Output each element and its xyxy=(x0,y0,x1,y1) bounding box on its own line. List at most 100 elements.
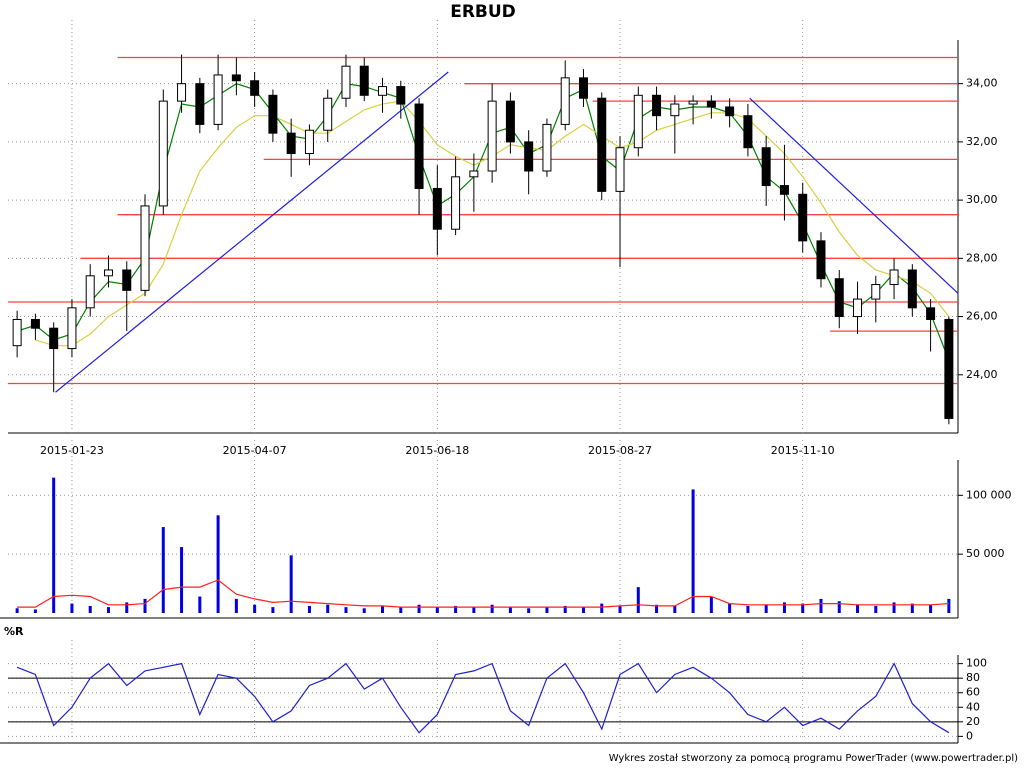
volume-bar xyxy=(106,607,110,613)
candle-body xyxy=(432,187,442,230)
y-tick-label: 24,00 xyxy=(966,368,998,381)
candle-body xyxy=(798,193,808,242)
volume-bar xyxy=(198,596,202,613)
candle-body xyxy=(85,275,95,309)
candle-body xyxy=(158,100,168,207)
candle-body xyxy=(743,115,753,149)
trend-line xyxy=(55,71,449,393)
volume-bar xyxy=(435,607,439,613)
volume-bar xyxy=(216,515,220,613)
candle-body xyxy=(341,65,351,99)
volume-bar xyxy=(746,605,750,613)
chart-title: ERBUD xyxy=(450,2,516,22)
candle-body xyxy=(725,106,735,117)
volume-bar xyxy=(88,605,92,613)
candle-body xyxy=(396,86,406,105)
candle-body xyxy=(926,307,936,320)
indicator-line xyxy=(16,662,950,734)
candle-body xyxy=(871,284,881,300)
volume-bar xyxy=(180,547,184,613)
volume-bar xyxy=(399,607,403,613)
volume-bar xyxy=(929,604,933,613)
volume-bar xyxy=(636,587,640,613)
candle-body xyxy=(451,176,461,230)
footer: Wykres został stworzony za pomocą progra… xyxy=(609,753,1018,764)
volume-bar xyxy=(271,607,275,613)
volume-bar xyxy=(545,607,549,613)
candle-body xyxy=(761,147,771,187)
candle-body xyxy=(578,77,588,99)
volume-bar xyxy=(490,604,494,613)
volume-bar xyxy=(947,598,951,613)
candle-body xyxy=(286,132,296,155)
volume-bar xyxy=(581,607,585,613)
volume-bar xyxy=(70,603,74,613)
volume-bar xyxy=(874,605,878,613)
x-tick-label: 2015-04-07 xyxy=(223,444,287,457)
x-tick-label: 2015-08-27 xyxy=(588,444,652,457)
trend-line xyxy=(749,97,959,294)
candle-body xyxy=(30,318,40,329)
candle-body xyxy=(49,327,59,350)
candle-body xyxy=(944,318,954,419)
candle-body xyxy=(907,269,917,309)
volume-bar xyxy=(326,604,330,613)
volume-bar xyxy=(472,607,476,613)
candle-body xyxy=(268,94,278,134)
candle-body xyxy=(140,205,150,291)
volume-bar xyxy=(856,604,860,613)
volume-bar xyxy=(307,605,311,613)
candle-body xyxy=(487,100,497,172)
x-tick-label: 2015-06-18 xyxy=(405,444,469,457)
candle-body xyxy=(816,240,826,280)
y-tick-label: 100 xyxy=(966,657,987,670)
candle-body xyxy=(67,307,77,350)
volume-bar xyxy=(33,609,37,613)
y-tick-label: 50 000 xyxy=(966,547,1005,560)
volume-bar xyxy=(563,605,567,613)
y-tick-label: 60 xyxy=(966,686,980,699)
volume-bar xyxy=(782,602,786,613)
volume-bar xyxy=(143,598,147,613)
volume-bar xyxy=(15,608,19,613)
moving-average xyxy=(16,83,950,361)
y-tick-label: 0 xyxy=(966,729,973,742)
volume-bar xyxy=(801,603,805,613)
y-tick-label: 40 xyxy=(966,700,980,713)
candle-body xyxy=(779,185,789,195)
y-tick-label: 80 xyxy=(966,671,980,684)
candle-body xyxy=(323,97,333,131)
candle-body xyxy=(359,65,369,96)
volume-bar xyxy=(655,604,659,613)
y-tick-label: 100 000 xyxy=(966,488,1012,501)
volume-bar xyxy=(600,603,604,613)
candle-body xyxy=(231,74,241,82)
volume-bar xyxy=(819,598,823,613)
candle-body xyxy=(414,103,424,189)
candle-body xyxy=(213,74,223,125)
candle-body xyxy=(615,147,625,192)
volume-bar xyxy=(344,607,348,613)
candle-body xyxy=(706,100,716,108)
y-tick-label: 32,00 xyxy=(966,135,998,148)
volume-bar xyxy=(618,605,622,613)
volume-bar xyxy=(527,608,531,613)
candle-body xyxy=(524,141,534,172)
candle-body xyxy=(597,97,607,192)
volume-bar xyxy=(253,604,257,613)
candle-body xyxy=(889,269,899,286)
candle-body xyxy=(469,170,479,178)
candle-body xyxy=(670,103,680,117)
candle-body xyxy=(103,269,113,277)
candle-body xyxy=(505,100,515,143)
y-tick-label: 20 xyxy=(966,715,980,728)
volume-bar xyxy=(161,527,165,613)
y-tick-label: 28,00 xyxy=(966,251,998,264)
volume-bar xyxy=(362,608,366,613)
x-tick-label: 2015-11-10 xyxy=(771,444,835,457)
candle-body xyxy=(688,100,698,105)
volume-bar xyxy=(910,603,914,613)
candle-body xyxy=(853,298,863,318)
candle-body xyxy=(378,86,388,96)
